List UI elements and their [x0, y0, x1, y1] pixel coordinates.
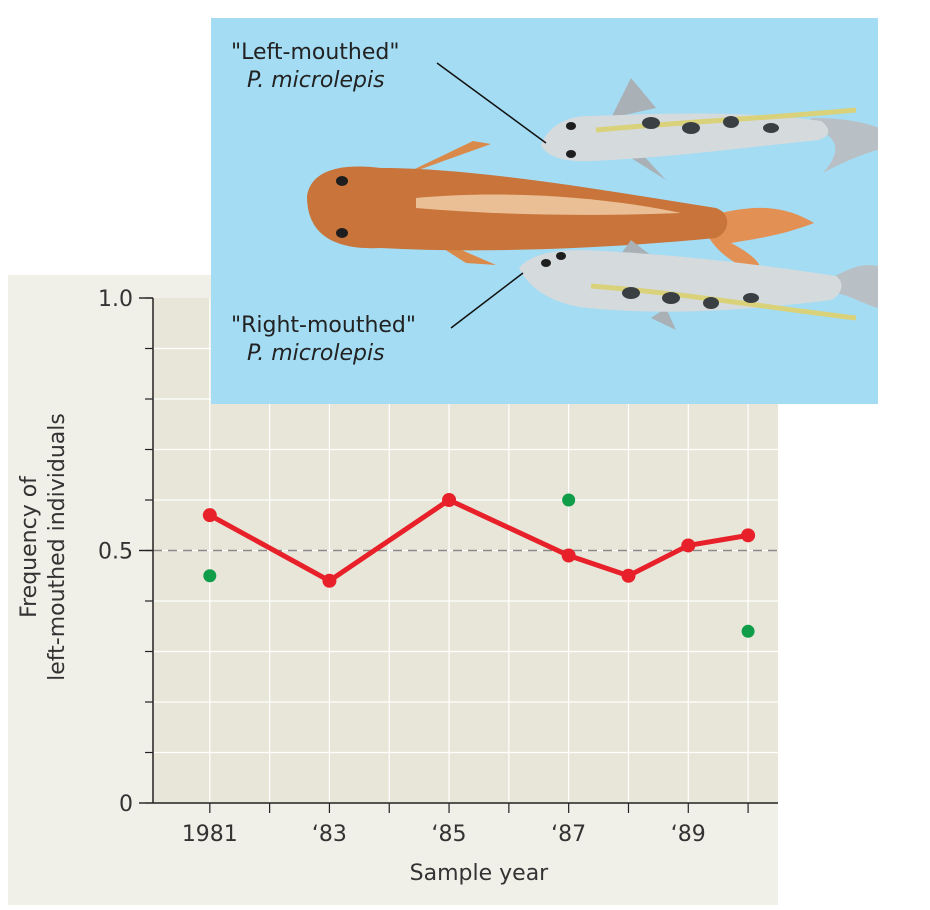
x-tick-label: 1981	[182, 822, 238, 847]
series-layer	[202, 493, 756, 638]
fish-illustration	[307, 62, 878, 330]
right-mouthed-leader-line	[450, 272, 524, 329]
y-tick-label: 0	[119, 792, 133, 817]
red-data-point	[561, 548, 576, 563]
left-mouthed-label: "Left-mouthed"	[231, 40, 400, 65]
y-axis-label-line-1: Frequency of	[17, 476, 42, 618]
red-data-point	[202, 508, 217, 523]
x-tick-label: ‘85	[432, 822, 467, 847]
y-tick-label: 0.5	[98, 540, 133, 565]
red-data-point	[681, 538, 696, 553]
left-mouthed-leader-line	[436, 62, 547, 144]
y-tick-label: 1.0	[98, 287, 133, 312]
x-tick-label: ‘87	[551, 822, 586, 847]
ticks: 0 0.5 1.0 1981 ‘83 ‘85 ‘87 ‘89	[98, 287, 749, 847]
green-data-point	[203, 569, 217, 583]
right-mouthed-label: "Right-mouthed"	[231, 313, 417, 338]
fish-illustration-panel: "Left-mouthed" P. microlepis "Right-mout…	[211, 18, 878, 404]
y-axis-label-line-2: left-mouthed individuals	[45, 413, 70, 681]
left-mouthed-fish-image	[541, 78, 878, 180]
red-data-point	[442, 493, 457, 507]
right-mouthed-fish-image	[519, 240, 878, 330]
red-data-point	[322, 573, 337, 588]
red-data-point	[621, 568, 636, 583]
large-orange-fish-image	[307, 141, 814, 273]
green-data-point	[741, 624, 755, 638]
left-mouthed-species: P. microlepis	[247, 68, 385, 93]
right-mouthed-species: P. microlepis	[247, 341, 385, 366]
x-tick-label: ‘89	[671, 822, 706, 847]
x-tick-label: ‘83	[312, 822, 347, 847]
x-axis-label: Sample year	[410, 861, 550, 886]
green-data-point	[562, 493, 576, 507]
red-data-point	[741, 528, 756, 543]
